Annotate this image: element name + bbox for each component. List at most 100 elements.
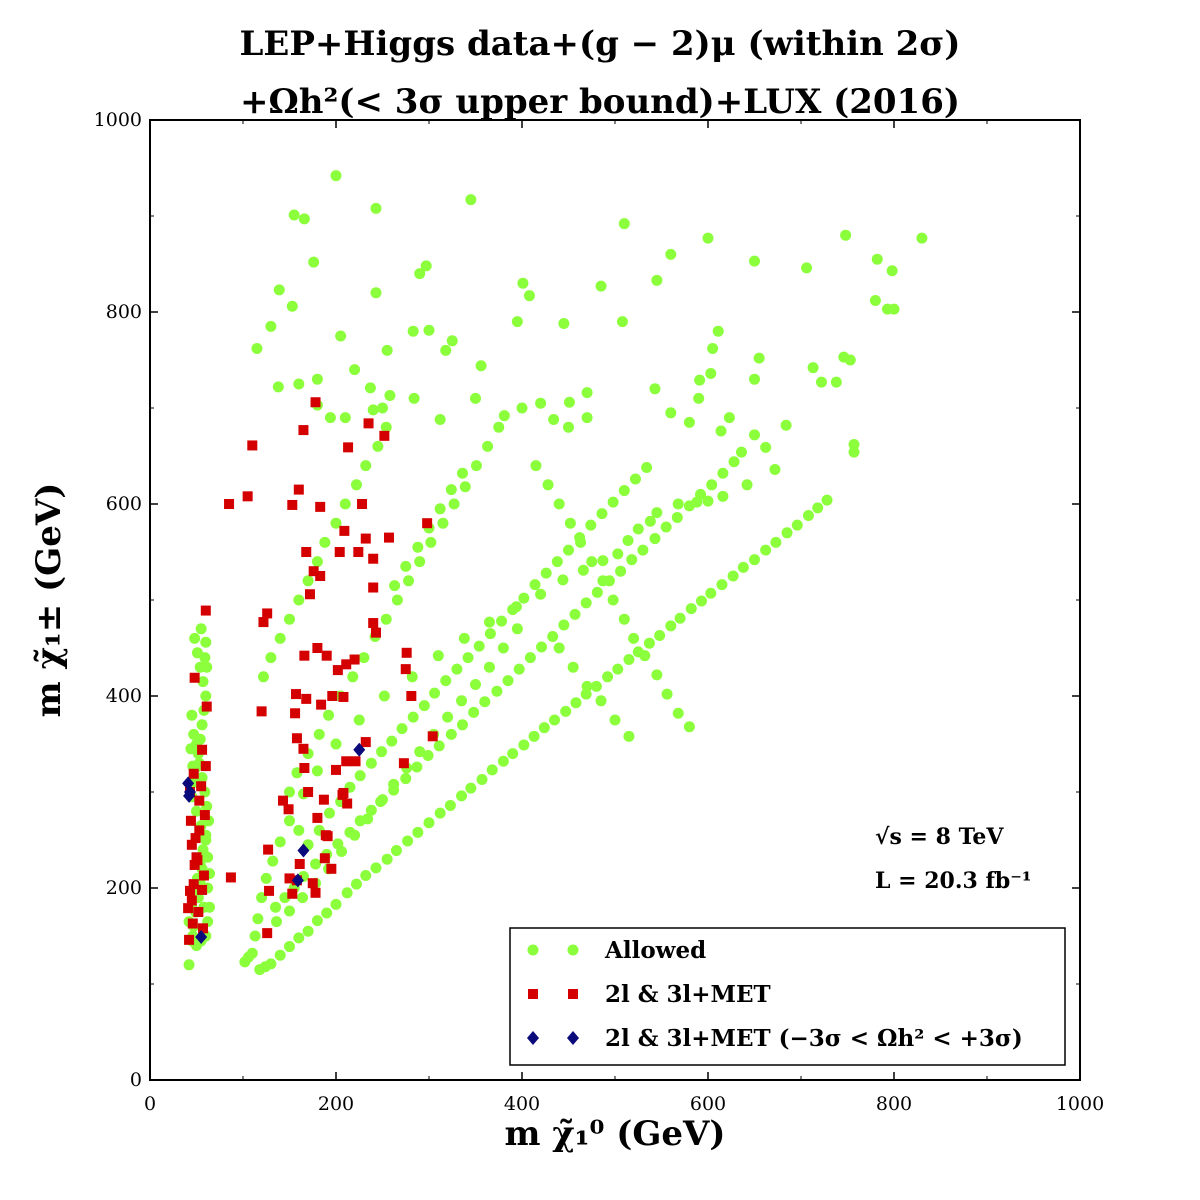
allowed-point: [470, 392, 481, 404]
excluded-point: [193, 907, 204, 917]
allowed-point: [284, 941, 295, 953]
x-tick-label: 800: [876, 1093, 912, 1115]
allowed-point: [402, 835, 414, 847]
excluded-point: [341, 659, 352, 670]
allowed-point: [270, 901, 282, 913]
allowed-point: [446, 335, 458, 347]
allowed-point: [760, 441, 772, 453]
excluded-point: [298, 743, 309, 754]
allowed-point: [323, 709, 335, 721]
allowed-point: [695, 595, 707, 607]
excluded-point: [200, 605, 211, 616]
legend-label-constrained: 2l & 3l+MET (−3σ < Ωh² < +3σ): [605, 1025, 1023, 1052]
allowed-point: [749, 429, 760, 441]
excluded-point: [422, 518, 433, 529]
allowed-point: [770, 536, 782, 548]
legend: Allowed 2l & 3l+MET 2l & 3l+MET (−3σ < Ω…: [509, 927, 1066, 1066]
excluded-point: [319, 853, 330, 864]
allowed-point: [330, 738, 342, 750]
allowed-point: [403, 575, 415, 587]
excluded-point: [360, 737, 371, 748]
allowed-point: [602, 671, 614, 683]
excluded-point: [353, 547, 364, 557]
allowed-point: [274, 949, 286, 961]
allowed-point: [535, 588, 547, 600]
allowed-point: [591, 586, 603, 598]
allowed-point: [665, 407, 677, 419]
excluded-point: [315, 501, 326, 512]
allowed-point: [420, 260, 432, 272]
allowed-point: [491, 685, 503, 697]
y-axis-label: m χ̃₁± (GeV): [29, 483, 69, 718]
allowed-point: [330, 898, 342, 910]
allowed-point: [284, 786, 295, 798]
x-tick-label: 600: [690, 1093, 726, 1115]
excluded-point: [338, 691, 349, 702]
allowed-point: [425, 536, 437, 548]
allowed-point: [496, 615, 508, 627]
allowed-point: [341, 887, 353, 899]
excluded-point: [400, 664, 411, 675]
allowed-point: [528, 730, 540, 742]
allowed-point: [354, 770, 366, 782]
allowed-point: [408, 392, 420, 404]
allowed-point: [815, 376, 827, 388]
allowed-point: [623, 654, 635, 666]
allowed-point: [715, 425, 727, 437]
allowed-point: [411, 761, 423, 773]
allowed-point: [391, 594, 403, 606]
allowed-point: [530, 460, 542, 472]
allowed-point: [595, 695, 607, 707]
excluded-point: [350, 756, 361, 767]
allowed-point: [349, 364, 361, 376]
allowed-point: [529, 579, 541, 591]
allowed-point: [260, 872, 272, 884]
allowed-point: [618, 218, 630, 230]
constrained-point: [353, 742, 366, 757]
legend-marker-constrained: [567, 1031, 579, 1045]
allowed-point: [330, 517, 342, 529]
excluded-point: [185, 815, 196, 826]
allowed-point: [239, 956, 251, 968]
allowed-point: [518, 592, 530, 604]
allowed-point: [840, 229, 852, 241]
allowed-point: [644, 515, 656, 527]
excluded-point: [321, 650, 332, 661]
allowed-point: [753, 352, 765, 364]
excluded-point: [247, 440, 258, 451]
excluded-point: [312, 812, 323, 823]
allowed-point: [607, 496, 619, 508]
x-axis-ticks: 0 200 400 600 800 1000: [144, 120, 1104, 1115]
allowed-point: [293, 594, 305, 606]
allowed-point: [567, 661, 579, 673]
x-tick-label: 200: [318, 1093, 354, 1115]
allowed-point: [293, 378, 305, 390]
allowed-point: [339, 412, 351, 424]
excluded-point: [258, 617, 269, 628]
allowed-point: [563, 421, 574, 433]
allowed-point: [362, 813, 374, 825]
allowed-point: [298, 213, 310, 225]
allowed-point: [538, 722, 550, 734]
allowed-point: [706, 479, 718, 491]
allowed-point: [414, 556, 426, 568]
allowed-point: [423, 324, 435, 336]
allowed-point: [335, 330, 347, 342]
allowed-point: [188, 728, 200, 740]
allowed-point: [308, 256, 320, 268]
allowed-point: [389, 580, 401, 592]
allowed-point: [414, 746, 426, 758]
excluded-point: [342, 798, 353, 809]
allowed-point: [323, 807, 335, 819]
excluded-point: [310, 397, 321, 408]
excluded-point: [326, 863, 337, 874]
allowed-point: [671, 511, 683, 523]
allowed-point: [580, 597, 592, 609]
allowed-point: [265, 320, 277, 332]
allowed-point: [618, 485, 630, 497]
allowed-point: [577, 564, 589, 576]
allowed-point: [484, 628, 496, 640]
allowed-point: [456, 790, 468, 802]
y-tick-label: 1000: [94, 109, 142, 131]
excluded-point: [368, 618, 379, 629]
